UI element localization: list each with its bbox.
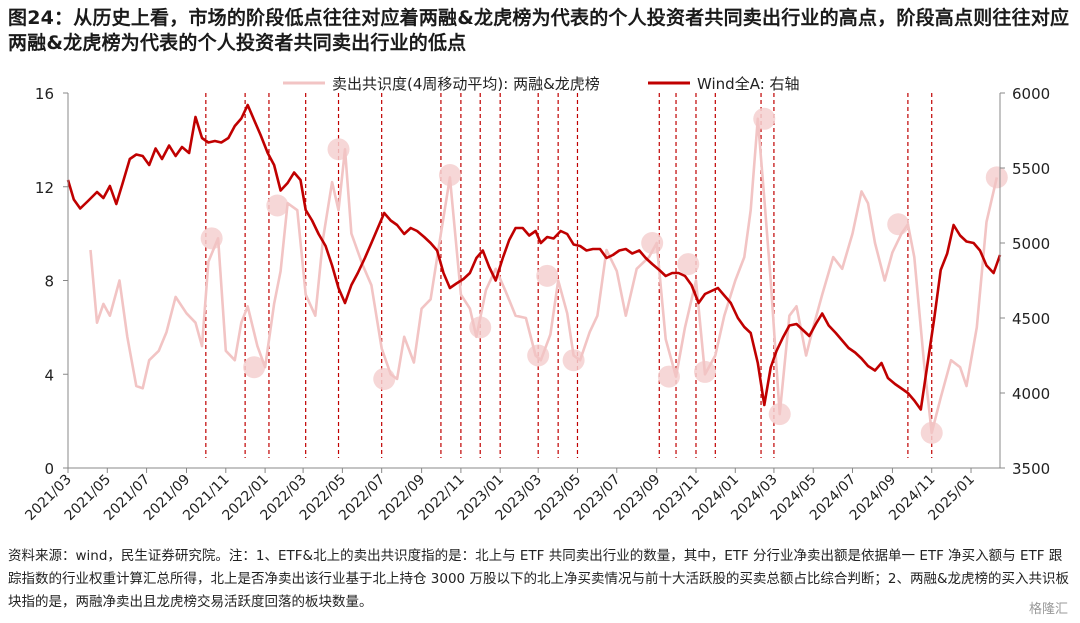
- axes: 04812163500400045005000550060002021/0320…: [22, 85, 1050, 524]
- y-right-tick-label: 4500: [1012, 310, 1050, 328]
- legend: 卖出共识度(4周移动平均): 两融&龙虎榜 Wind全A: 右轴: [283, 75, 800, 93]
- highlight-marker: [438, 164, 461, 187]
- y-left-tick-label: 4: [44, 366, 54, 384]
- watermark: 格隆汇: [1028, 602, 1068, 617]
- legend-label-consensus: 卖出共识度(4周移动平均): 两融&龙虎榜: [332, 75, 600, 93]
- y-right-tick-label: 5500: [1012, 160, 1050, 178]
- line-chart: 04812163500400045005000550060002021/0320…: [22, 75, 1050, 524]
- y-left-tick-label: 0: [44, 460, 54, 478]
- highlight-marker: [373, 367, 396, 390]
- y-right-tick-label: 4000: [1012, 385, 1050, 403]
- highlight-marker: [266, 194, 289, 217]
- event-lines: [205, 93, 933, 458]
- y-left-tick-label: 16: [35, 85, 54, 103]
- source-note: 资料来源：wind，民生证券研究院。注：1、ETF&北上的卖出共识度指的是：北上…: [8, 548, 1070, 610]
- chart-area: 0 4 8 12 16 3500 4000 4500 5000 5500 6000 2021/03 20…: [0, 60, 1080, 538]
- legend-label-wind: Wind全A: 右轴: [697, 75, 800, 93]
- y-right-tick-label: 6000: [1012, 85, 1050, 103]
- y-right-tick-label: 5000: [1012, 235, 1050, 253]
- highlight-markers: [200, 107, 1008, 444]
- highlight-marker: [887, 213, 910, 236]
- y-right-tick-label: 3500: [1012, 460, 1050, 478]
- highlight-marker: [562, 349, 585, 372]
- highlight-marker: [243, 356, 266, 379]
- highlight-marker: [677, 253, 700, 276]
- highlight-marker: [536, 264, 559, 287]
- highlight-marker: [985, 166, 1008, 189]
- chart-title: 图24：从历史上看，市场的阶段低点往往对应着两融&龙虎榜为代表的个人投资者共同卖…: [8, 7, 1070, 54]
- consensus-line: [89, 117, 999, 435]
- y-left-tick-label: 8: [44, 273, 54, 291]
- series-lines: [66, 103, 1002, 435]
- y-left-tick-label: 12: [35, 179, 54, 197]
- wind-a-line: [66, 103, 1002, 411]
